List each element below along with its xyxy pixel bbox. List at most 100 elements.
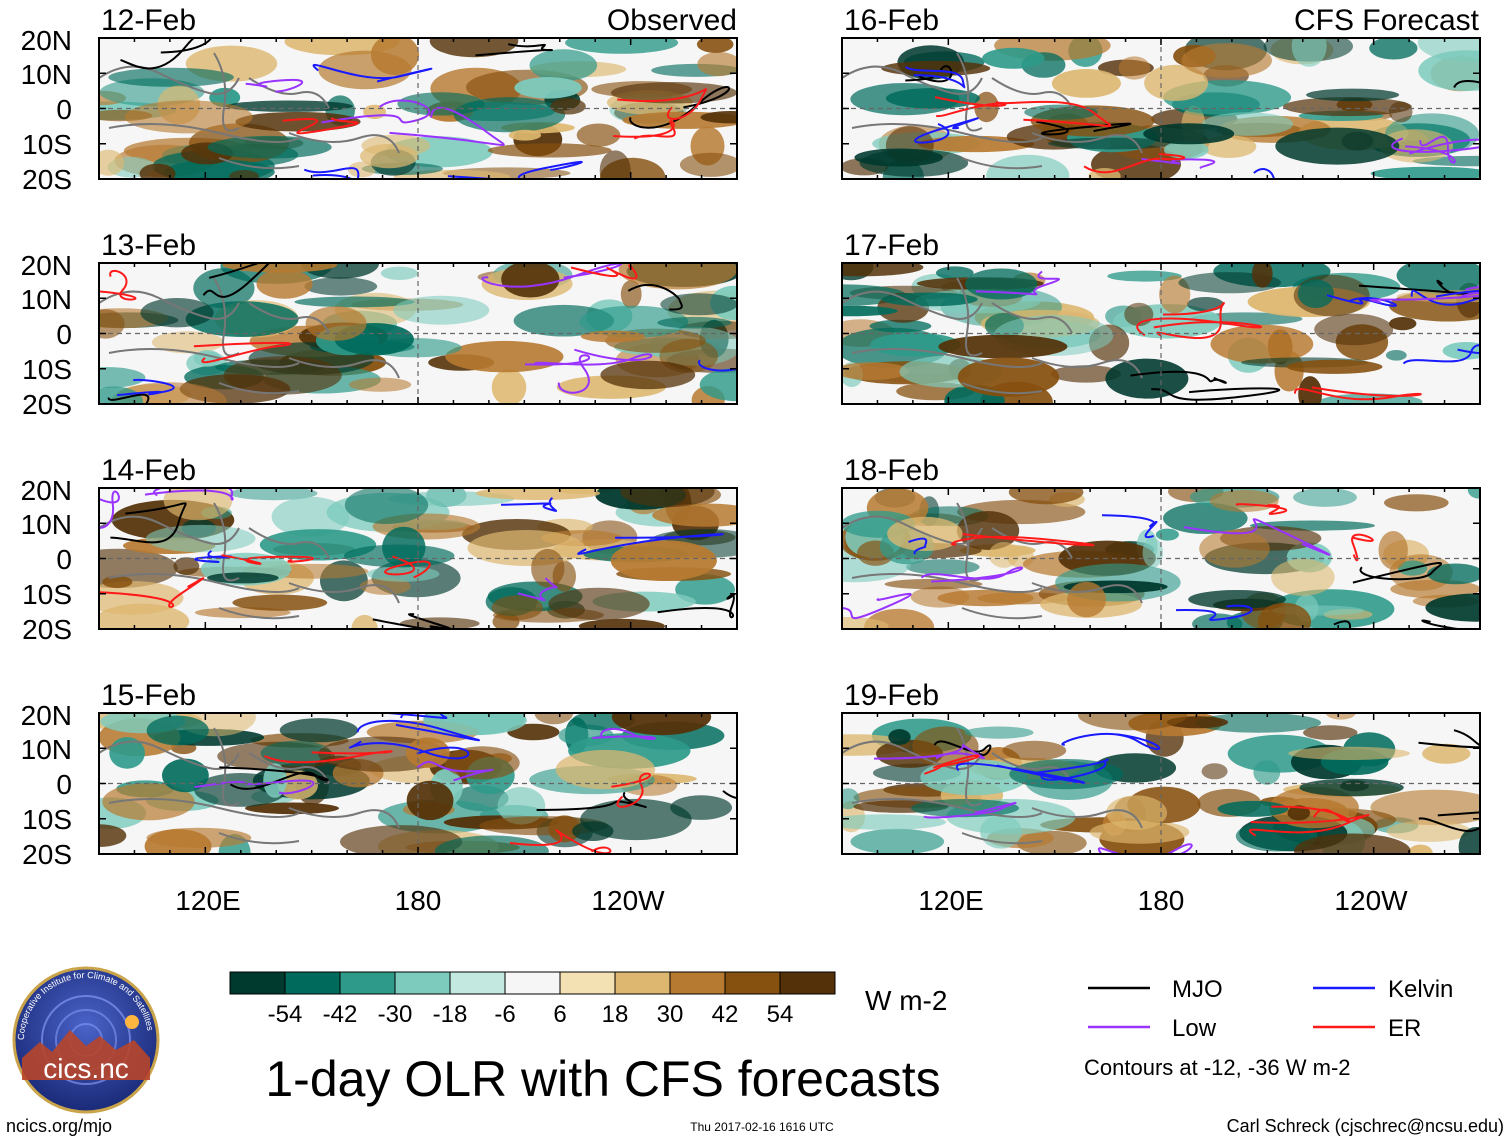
olr-negative-anomaly — [1299, 779, 1403, 797]
olr-negative-anomaly — [657, 317, 731, 329]
olr-positive-anomaly — [1303, 725, 1357, 740]
olr-negative-anomaly — [854, 149, 943, 167]
olr-negative-anomaly — [660, 293, 737, 315]
olr-positive-anomaly — [701, 111, 761, 123]
olr-positive-anomaly — [509, 130, 541, 141]
map-field — [73, 698, 826, 872]
olr-positive-anomaly — [1052, 69, 1121, 98]
map-panel-13-feb — [40, 248, 777, 427]
panel-date-18-feb: 18-Feb — [844, 454, 939, 487]
website-link[interactable]: ncics.org/mjo — [6, 1116, 112, 1136]
olr-positive-anomaly — [1078, 700, 1187, 730]
olr-negative-anomaly — [1187, 297, 1224, 311]
olr-positive-anomaly — [600, 361, 695, 389]
logo-sun — [125, 1015, 139, 1029]
contour-legend: MJO Kelvin Low ER Contours at -12, -36 W… — [1084, 976, 1453, 1080]
olr-negative-anomaly — [1427, 564, 1484, 585]
lat-label: 0 — [56, 544, 72, 575]
olr-positive-anomaly — [1210, 490, 1279, 512]
olr-negative-anomaly — [801, 306, 898, 317]
olr-positive-anomaly — [445, 341, 563, 372]
lat-label: 20N — [21, 475, 72, 506]
olr-positive-anomaly — [445, 746, 520, 779]
panel-date-17-feb: 17-Feb — [844, 229, 939, 262]
olr-negative-anomaly — [1275, 128, 1399, 165]
colorbar-tick-label: 54 — [767, 1001, 794, 1028]
colorbar-swatch — [615, 972, 670, 994]
lat-label: 0 — [56, 94, 72, 125]
olr-negative-anomaly — [1156, 529, 1179, 541]
olr-negative-anomaly — [851, 829, 945, 855]
olr-negative-anomaly — [1459, 827, 1494, 867]
map-panel-18-feb — [800, 480, 1510, 647]
lat-label: 20S — [22, 389, 72, 420]
legend-label-mjo: MJO — [1172, 976, 1223, 1003]
colorbar-swatch — [450, 972, 505, 994]
olr-negative-anomaly — [164, 160, 275, 185]
colorbar-tick-label: 18 — [602, 1001, 629, 1028]
olr-positive-anomaly — [1379, 531, 1408, 569]
map-panel-12-feb — [46, 25, 760, 198]
map-field — [800, 480, 1510, 647]
olr-positive-anomaly — [881, 61, 990, 76]
colorbar-tick-label: -30 — [378, 1001, 413, 1028]
olr-negative-anomaly — [345, 486, 428, 524]
logo-text: cics.nc — [43, 1053, 129, 1084]
olr-negative-anomaly — [514, 77, 581, 99]
lat-label: 10S — [22, 804, 72, 835]
panel-date-19-feb: 19-Feb — [844, 679, 939, 712]
legend-label-low: Low — [1172, 1015, 1217, 1042]
colorbar-swatch — [230, 972, 285, 994]
lon-label: 180 — [395, 885, 442, 916]
olr-positive-anomaly — [1287, 360, 1383, 374]
panel-date-16-feb: 16-Feb — [844, 4, 939, 37]
observed-label: Observed — [607, 4, 737, 37]
map-panel-14-feb — [58, 476, 762, 643]
forecast-label: CFS Forecast — [1294, 4, 1480, 37]
olr-positive-anomaly — [1199, 530, 1270, 568]
lat-label: 10N — [21, 509, 72, 540]
lat-label: 10S — [22, 579, 72, 610]
olr-positive-anomaly — [581, 331, 645, 343]
olr-negative-anomaly — [1143, 123, 1234, 144]
lat-label: 20N — [21, 250, 72, 281]
lat-label: 20N — [21, 25, 72, 56]
olr-positive-anomaly — [1181, 43, 1272, 78]
olr-positive-anomaly — [1009, 480, 1084, 504]
olr-negative-anomaly — [1369, 37, 1417, 60]
olr-positive-anomaly — [611, 540, 717, 581]
colorbar-swatch — [285, 972, 340, 994]
legend-label-kelvin: Kelvin — [1388, 976, 1453, 1003]
olr-negative-anomaly — [982, 48, 1044, 69]
lat-label: 10N — [21, 734, 72, 765]
olr-positive-anomaly — [1002, 741, 1066, 761]
olr-negative-anomaly — [393, 296, 489, 325]
olr-positive-anomaly — [229, 170, 259, 183]
lat-label: 20N — [21, 700, 72, 731]
olr-positive-anomaly — [93, 150, 125, 176]
olr-positive-anomaly — [1294, 834, 1411, 869]
olr-positive-anomaly — [550, 98, 585, 114]
panel-date-12-feb: 12-Feb — [101, 4, 196, 37]
olr-positive-anomaly — [468, 530, 586, 566]
olr-negative-anomaly — [344, 545, 455, 568]
olr-positive-anomaly — [140, 164, 176, 184]
colorbar-tick-label: -6 — [494, 1001, 515, 1028]
logo-disc — [14, 968, 158, 1112]
olr-negative-anomaly — [147, 716, 209, 746]
olr-positive-anomaly — [1067, 582, 1106, 617]
olr-positive-anomaly — [612, 699, 711, 736]
olr-negative-anomaly — [141, 298, 214, 327]
olr-negative-anomaly — [1218, 801, 1289, 817]
olr-negative-anomaly — [530, 49, 598, 81]
map-field — [46, 25, 760, 198]
olr-positive-anomaly — [1389, 317, 1416, 330]
figure-title: 1-day OLR with CFS forecasts — [265, 1051, 940, 1107]
lon-label: 120W — [1334, 885, 1408, 916]
olr-negative-anomaly — [1298, 279, 1334, 308]
olr-positive-anomaly — [102, 576, 132, 588]
colorbar-tick-label: -42 — [323, 1001, 358, 1028]
lon-label: 180 — [1138, 885, 1185, 916]
olr-positive-anomaly — [958, 357, 1059, 396]
